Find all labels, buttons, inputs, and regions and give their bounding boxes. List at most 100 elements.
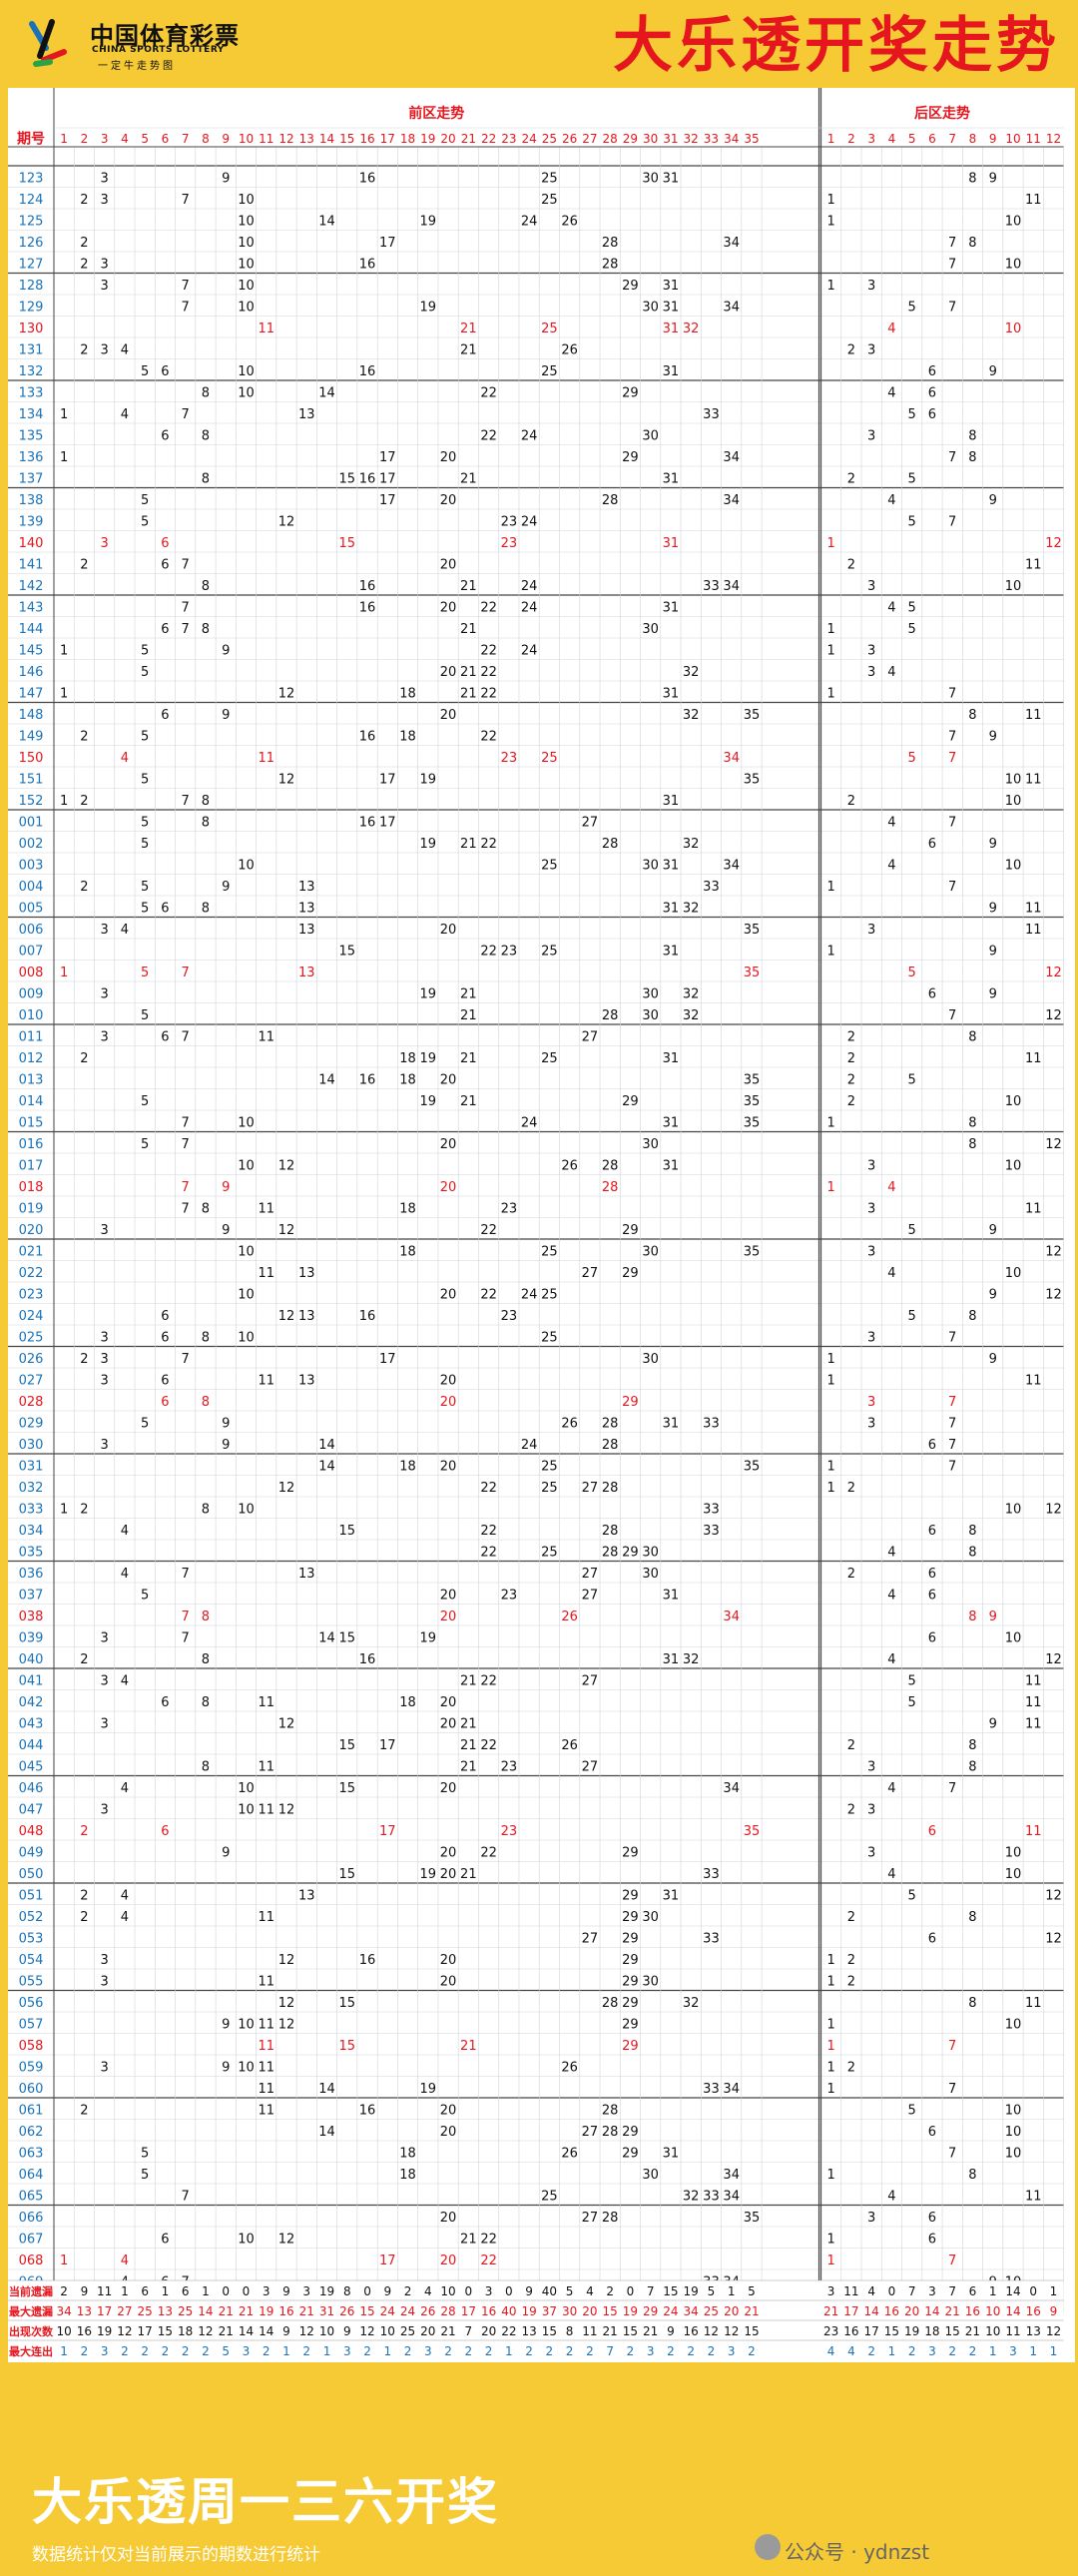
front-ball: 2 (80, 1824, 88, 1839)
period-number: 060 (19, 2082, 44, 2097)
back-ball: 5 (908, 1223, 916, 1238)
front-ball: 17 (379, 493, 396, 508)
front-ball: 7 (182, 279, 190, 294)
front-ball: 22 (480, 1674, 497, 1689)
front-ball: 21 (460, 1051, 477, 1066)
period-number: 008 (19, 966, 44, 980)
front-ball: 4 (121, 1674, 129, 1689)
stats-front-value: 2 (404, 2284, 412, 2298)
stats-back-value: 14 (924, 2304, 939, 2318)
front-ball: 20 (440, 1717, 457, 1732)
back-ball: 3 (867, 2211, 875, 2226)
stats-row-bg (8, 2300, 1064, 2320)
back-ball: 7 (948, 816, 956, 831)
back-ball: 2 (847, 1953, 855, 1968)
front-ball: 3 (101, 343, 109, 358)
period-number: 131 (19, 343, 44, 358)
back-ball: 3 (867, 923, 875, 938)
back-ball: 7 (948, 301, 956, 316)
back-ball: 10 (1005, 2147, 1022, 2162)
front-ball: 7 (182, 1610, 190, 1624)
front-ball: 3 (101, 536, 109, 551)
front-ball: 20 (440, 450, 457, 465)
stats-back-value: 2 (867, 2344, 875, 2358)
front-ball: 2 (80, 2104, 88, 2119)
front-ball: 26 (561, 2061, 578, 2076)
back-ball: 11 (1025, 902, 1042, 917)
front-ball: 24 (521, 215, 538, 230)
front-ball: 14 (318, 2125, 335, 2140)
back-ball: 6 (928, 2125, 936, 2140)
front-ball: 18 (399, 1245, 416, 1260)
front-ball: 22 (480, 1738, 497, 1753)
stats-back-value: 0 (888, 2284, 896, 2298)
stats-back-value: 23 (823, 2324, 838, 2338)
front-ball: 11 (258, 1030, 274, 1045)
front-ball: 7 (182, 794, 190, 809)
back-ball: 8 (968, 429, 976, 444)
period-number: 067 (19, 2233, 44, 2248)
front-ball: 28 (602, 1159, 619, 1174)
front-ball: 13 (298, 923, 315, 938)
back-ball: 2 (847, 1975, 855, 1990)
period-number: 141 (19, 558, 44, 573)
front-ball: 7 (182, 1137, 190, 1152)
front-ball: 29 (622, 1889, 639, 1904)
back-ball: 8 (968, 1610, 976, 1624)
front-ball: 26 (561, 1738, 578, 1753)
front-ball: 19 (420, 1867, 437, 1882)
back-ball: 11 (1025, 1824, 1042, 1839)
back-ball: 1 (826, 1481, 834, 1496)
back-ball: 5 (908, 515, 916, 530)
front-ball: 6 (161, 1309, 169, 1324)
front-ball: 29 (622, 1953, 639, 1968)
front-ball: 33 (703, 579, 720, 594)
front-ball: 16 (359, 1953, 376, 1968)
front-ball: 5 (141, 2147, 149, 2162)
back-ball: 7 (948, 1781, 956, 1796)
back-ball: 3 (867, 579, 875, 594)
period-number: 127 (19, 258, 44, 273)
front-ball: 20 (440, 2125, 457, 2140)
back-ball: 7 (948, 1008, 956, 1023)
back-ball: 10 (1005, 859, 1022, 874)
front-ball: 4 (121, 1781, 129, 1796)
front-ball: 10 (238, 1159, 255, 1174)
front-ball: 16 (359, 816, 376, 831)
back-ball: 7 (948, 1395, 956, 1410)
back-ball: 3 (867, 1395, 875, 1410)
back-ball: 10 (1005, 1846, 1022, 1861)
stats-front-value: 17 (138, 2324, 153, 2338)
front-ball: 10 (238, 1503, 255, 1518)
front-ball: 17 (379, 1824, 396, 1839)
front-ball: 21 (460, 579, 477, 594)
period-number: 051 (19, 1889, 44, 1904)
stats-back-value: 11 (843, 2284, 858, 2298)
front-col-number: 27 (582, 132, 597, 146)
front-ball: 32 (683, 837, 700, 852)
stats-front-value: 1 (323, 2344, 331, 2358)
back-ball: 1 (826, 193, 834, 208)
front-ball: 27 (582, 1030, 599, 1045)
front-ball: 17 (379, 472, 396, 487)
back-ball: 1 (826, 279, 834, 294)
front-ball: 5 (141, 1589, 149, 1604)
front-ball: 31 (663, 1116, 680, 1131)
back-ball: 2 (847, 558, 855, 573)
period-number: 135 (19, 429, 44, 444)
front-ball: 24 (521, 1116, 538, 1131)
front-ball: 8 (202, 1395, 210, 1410)
front-ball: 29 (622, 1996, 639, 2011)
back-ball: 3 (867, 1803, 875, 1818)
period-number: 033 (19, 1503, 44, 1518)
back-ball: 7 (948, 1331, 956, 1346)
period-number: 148 (19, 708, 44, 723)
front-ball: 25 (541, 322, 558, 336)
back-ball: 1 (826, 2233, 834, 2248)
stats-front-value: 19 (319, 2284, 334, 2298)
front-ball: 12 (278, 1481, 295, 1496)
period-header: 期号 (17, 132, 45, 148)
stats-front-value: 1 (282, 2344, 290, 2358)
stats-back-value: 4 (867, 2284, 875, 2298)
period-number: 017 (19, 1159, 44, 1174)
